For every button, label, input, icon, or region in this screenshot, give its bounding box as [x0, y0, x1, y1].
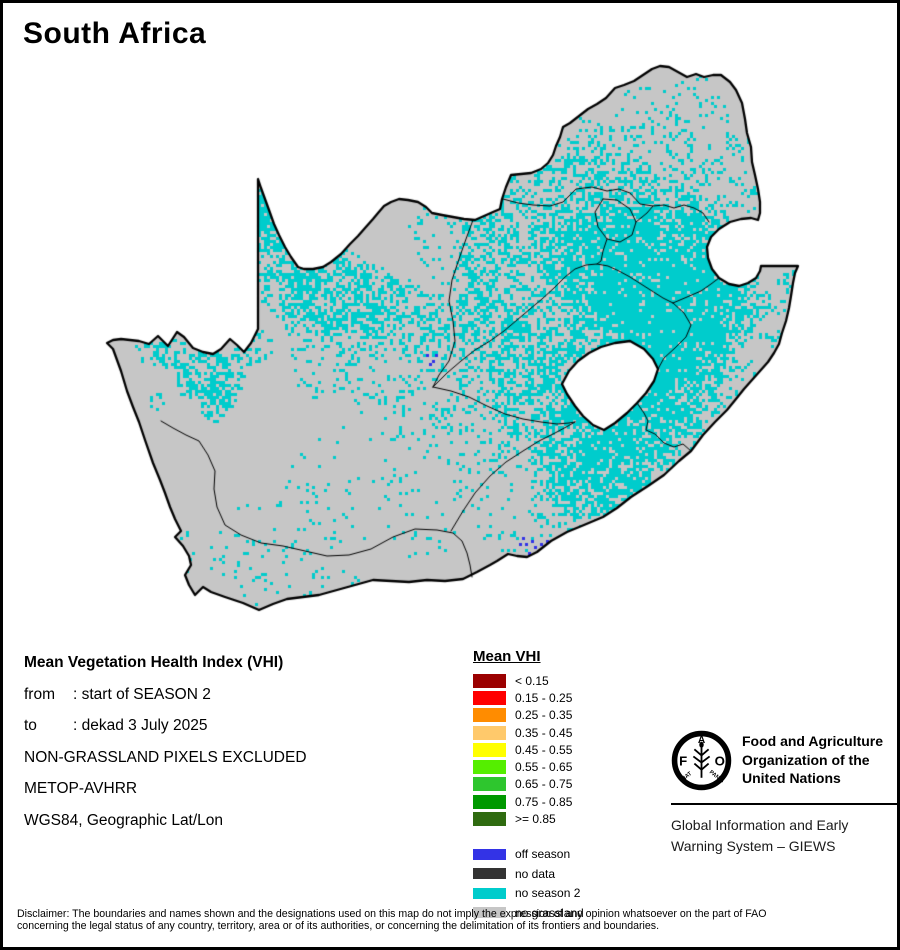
info-to-label: to	[24, 717, 37, 734]
fao-attribution-block: F A O FIAT PANIS Food and Agriculture Or…	[671, 730, 897, 856]
legend-extras: off season no data no season 2 no grassl…	[473, 845, 584, 923]
fao-org-name: Food and Agriculture Organization of the…	[742, 730, 883, 788]
legend-swatch	[473, 690, 506, 705]
legend-class-row: 0.65 - 0.75	[473, 776, 584, 793]
legend-swatch	[473, 760, 506, 775]
legend-extra-row: off season	[473, 845, 584, 865]
legend-extra-label: no season 2	[515, 886, 581, 901]
legend-swatch	[473, 708, 506, 723]
legend-class-row: 0.55 - 0.65	[473, 758, 584, 775]
legend-extra-label: off season	[515, 847, 571, 862]
legend-class-label: < 0.15	[515, 673, 549, 688]
giews-caption: Global Information and Early Warning Sys…	[671, 815, 897, 856]
legend-swatch	[473, 725, 506, 740]
legend-class-label: >= 0.85	[515, 812, 556, 827]
legend-class-row: 0.35 - 0.45	[473, 724, 584, 741]
fao-org-line: Food and Agriculture	[742, 733, 884, 749]
disclaimer-line-1: Disclaimer: The boundaries and names sho…	[17, 908, 767, 920]
info-from-label: from	[24, 685, 55, 703]
legend-swatch	[473, 742, 506, 757]
legend-swatch	[473, 794, 506, 809]
fao-letter-f: F	[679, 754, 687, 769]
legend-swatch	[473, 673, 506, 688]
info-to-line: to: dekad 3 July 2025	[24, 710, 307, 742]
legend-extra-row: no grassland	[473, 903, 584, 923]
legend-extra-label: no grassland	[515, 905, 584, 920]
legend-swatch	[473, 777, 506, 792]
legend-class-label: 0.55 - 0.65	[515, 760, 573, 775]
legend-class-label: 0.15 - 0.25	[515, 690, 573, 705]
legend-class-label: 0.35 - 0.45	[515, 725, 573, 740]
legend-swatch	[473, 887, 506, 899]
fao-org-line: Organization of the	[742, 751, 870, 768]
vhi-legend: Mean VHI < 0.15 0.15 - 0.25 0.25 - 0.35 …	[473, 648, 584, 923]
fao-header: F A O FIAT PANIS Food and Agriculture Or…	[671, 730, 897, 791]
disclaimer-line-2: concerning the legal status of any count…	[17, 920, 660, 932]
page-title: South Africa	[23, 17, 207, 50]
fao-divider	[671, 803, 897, 805]
fao-letter-o: O	[715, 754, 725, 769]
legend-swatch	[473, 848, 506, 860]
legend-class-label: 0.65 - 0.75	[515, 777, 573, 792]
map-info-block: Mean Vegetation Health Index (VHI) from:…	[24, 647, 307, 836]
info-sensor-line: METOP-AVHRR	[24, 780, 138, 797]
legend-swatch	[473, 868, 506, 880]
legend-class-row: < 0.15	[473, 672, 584, 689]
legend-class-label: 0.75 - 0.85	[515, 794, 573, 809]
legend-class-row: 0.75 - 0.85	[473, 793, 584, 810]
info-heading: Mean Vegetation Health Index (VHI)	[24, 654, 284, 671]
legend-extra-row: no data	[473, 864, 584, 884]
fao-letter-a: A	[698, 735, 706, 746]
disclaimer: Disclaimer: The boundaries and names sho…	[17, 908, 893, 932]
legend-class-row: 0.15 - 0.25	[473, 689, 584, 706]
legend-swatch	[473, 907, 506, 919]
legend-class-label: 0.45 - 0.55	[515, 742, 573, 757]
info-projection-line: WGS84, Geographic Lat/Lon	[24, 811, 224, 829]
info-from-sep: :	[73, 685, 78, 703]
info-to-value: dekad 3 July 2025	[81, 717, 208, 734]
fao-logo-icon: F A O FIAT PANIS	[671, 730, 732, 791]
legend-class-row: 0.25 - 0.35	[473, 707, 584, 724]
vhi-map-canvas	[3, 3, 897, 947]
legend-class-row: 0.45 - 0.55	[473, 741, 584, 758]
legend-extra-row: no season 2	[473, 884, 584, 904]
legend-title: Mean VHI	[473, 648, 541, 665]
giews-line: Global Information and Early	[671, 817, 849, 833]
legend-class-row: >= 0.85	[473, 810, 584, 827]
legend-extra-label: no data	[515, 866, 556, 881]
legend-swatch	[473, 812, 506, 827]
info-from-value: start of SEASON 2	[81, 685, 211, 703]
info-to-sep: :	[73, 717, 78, 734]
legend-class-label: 0.25 - 0.35	[515, 708, 573, 723]
giews-line: Warning System – GIEWS	[671, 837, 836, 854]
fao-org-line: United Nations	[742, 770, 841, 786]
info-from-line: from: start of SEASON 2	[24, 679, 307, 711]
info-exclusion-line: NON-GRASSLAND PIXELS EXCLUDED	[24, 748, 307, 766]
